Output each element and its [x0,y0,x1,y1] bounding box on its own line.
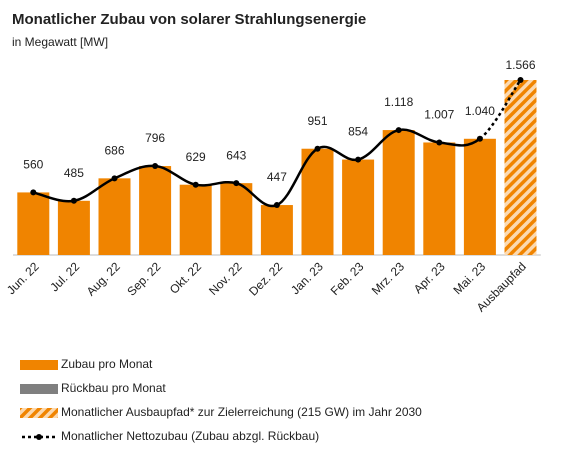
net-point [30,189,37,196]
chart-subtitle: in Megawatt [MW] [12,35,108,49]
bar [301,148,334,255]
x-tick-label: Feb. 23 [328,259,367,298]
net-point [395,127,402,134]
data-label: 629 [186,150,206,164]
net-point [111,175,118,182]
net-point [233,180,240,187]
x-tick-label: Jul. 22 [47,259,82,294]
x-tick-label: Nov. 22 [206,259,245,298]
legend-label: Monatlicher Nettozubau (Zubau abzgl. Rüc… [61,429,319,443]
x-tick-label: Dez. 22 [246,259,285,298]
bar [260,205,293,255]
bar [220,183,253,255]
net-point [517,77,524,83]
bar [98,178,131,255]
data-label: 796 [145,131,165,145]
net-point [355,156,362,163]
data-label: 560 [23,158,43,172]
bar [17,192,50,255]
legend-swatch [20,360,58,370]
data-label: 1.566 [505,58,535,72]
data-label: 1.040 [465,104,495,118]
bar [57,200,90,255]
net-point [192,181,199,188]
legend-label: Zubau pro Monat [61,357,153,371]
data-label: 1.118 [384,95,413,109]
net-point [314,145,321,152]
net-point [436,139,443,146]
data-label: 1.007 [424,108,454,122]
data-label: 854 [348,125,368,139]
bar [423,142,456,255]
legend-swatch-dot [36,434,42,440]
data-label: 643 [226,148,246,162]
x-tick-label: Apr. 23 [411,259,448,296]
bar [179,184,212,255]
net-point [273,202,280,209]
legend-swatch [20,408,58,418]
net-point [476,135,483,142]
legend-label: Rückbau pro Monat [61,381,166,395]
x-tick-label: Mrz. 23 [369,259,407,297]
x-tick-label: Mai. 23 [451,259,489,297]
bar [139,166,172,255]
data-label: 951 [307,114,327,128]
bar [504,80,537,255]
x-tick-label: Sep. 22 [124,259,163,298]
net-point [152,163,159,170]
net-line-dashed [479,79,522,140]
x-tick-label: Jan. 23 [288,259,326,297]
data-label: 686 [104,144,124,158]
x-tick-label: Jun. 22 [4,259,42,297]
data-label: 485 [64,166,84,180]
bar [342,159,375,255]
legend-swatch [20,384,58,394]
x-tick-label: Aug. 22 [84,259,123,298]
net-point [70,197,77,204]
bar [463,138,496,255]
bar [382,130,415,255]
legend-label: Monatlicher Ausbaupfad* zur Zielerreichu… [61,405,422,419]
x-tick-label: Okt. 22 [167,259,204,296]
chart-title: Monatlicher Zubau von solarer Strahlungs… [12,11,366,28]
data-label: 447 [267,170,287,184]
